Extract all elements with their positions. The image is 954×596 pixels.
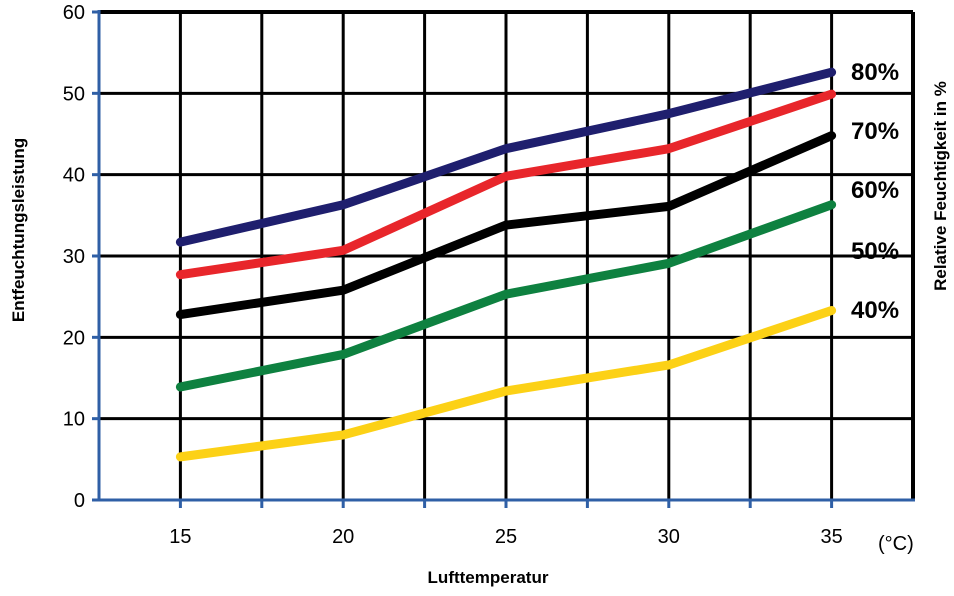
right-axis-title: Relative Feuchtigkeit in % xyxy=(931,81,950,291)
x-axis-unit: (°C) xyxy=(878,533,914,555)
series-line-40pct xyxy=(175,305,837,462)
x-tick-label: 15 xyxy=(169,526,191,548)
series-line-50pct xyxy=(175,200,837,392)
x-axis-title: Lufttemperatur xyxy=(428,568,549,587)
y-axis-title: Entfeuchtungsleistung xyxy=(9,138,28,322)
y-tick-label: 30 xyxy=(63,246,85,268)
y-tick-label: 0 xyxy=(74,490,85,512)
series-label: 80% xyxy=(851,59,899,86)
x-tick-label: 25 xyxy=(495,526,517,548)
tick-labels: 0 10 20 30 40 50 60 15 20 25 30 35 xyxy=(63,2,843,548)
series-line-80pct xyxy=(175,67,837,247)
series-label: 70% xyxy=(851,118,899,145)
x-tick-label: 20 xyxy=(332,526,354,548)
y-tick-label: 10 xyxy=(63,409,85,431)
x-tick-label: 30 xyxy=(658,526,680,548)
series-line-70pct xyxy=(175,89,837,280)
series-label: 60% xyxy=(851,177,899,204)
plot-frame xyxy=(92,10,915,508)
series-label: 50% xyxy=(851,238,899,265)
series-lines xyxy=(175,67,837,462)
series-line-60pct xyxy=(175,131,837,320)
y-tick-label: 20 xyxy=(63,327,85,349)
series-labels: 80% 70% 60% 50% 40% xyxy=(851,59,899,324)
y-tick-label: 40 xyxy=(63,165,85,187)
series-label: 40% xyxy=(851,297,899,324)
y-tick-label: 50 xyxy=(63,83,85,105)
y-tick-label: 60 xyxy=(63,2,85,24)
x-tick-label: 35 xyxy=(820,526,842,548)
